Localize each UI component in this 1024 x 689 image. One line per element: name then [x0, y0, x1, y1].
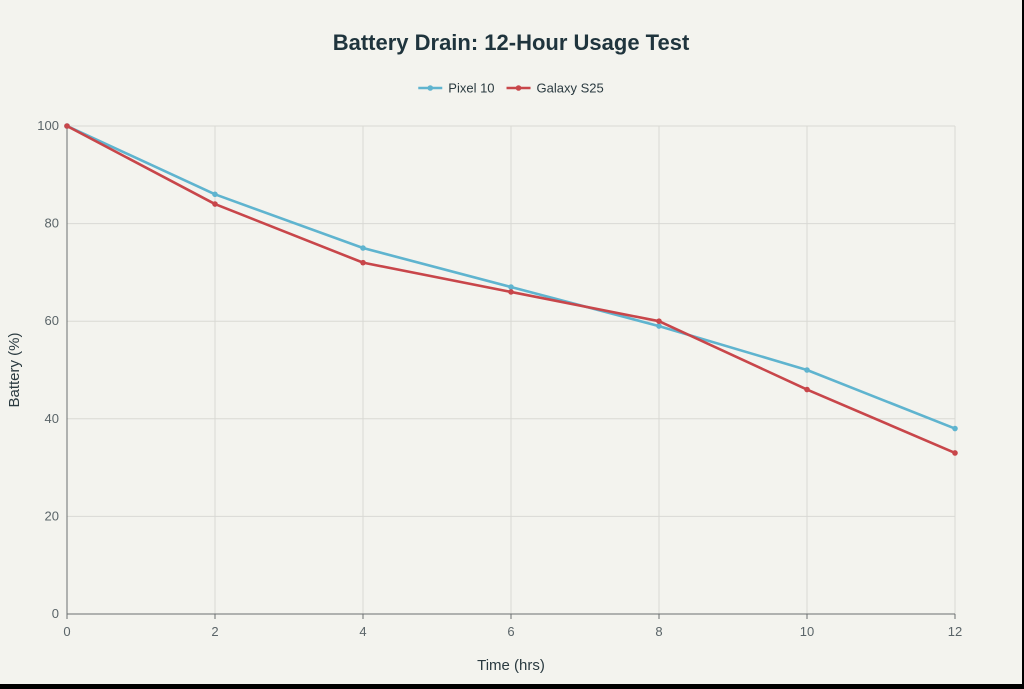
legend-label: Pixel 10	[448, 81, 494, 96]
legend-swatch-point	[427, 85, 434, 91]
data-point	[508, 289, 514, 295]
y-axis-title: Battery (%)	[6, 332, 23, 407]
series-lines	[64, 123, 958, 456]
x-tick-label: 6	[507, 624, 514, 639]
legend-item: Pixel 10	[418, 81, 495, 96]
data-point	[656, 323, 662, 329]
x-tick-label: 8	[655, 624, 662, 639]
y-tick-label: 20	[45, 508, 59, 523]
data-point	[360, 259, 366, 266]
chart-title: Battery Drain: 12-Hour Usage Test	[333, 30, 690, 55]
grid-lines	[67, 125, 956, 614]
y-tick-label: 100	[37, 118, 59, 133]
data-point	[952, 425, 958, 432]
legend-swatch-point	[515, 85, 522, 91]
y-tick-label: 40	[45, 411, 59, 426]
axes	[66, 126, 956, 619]
data-point	[64, 123, 70, 129]
x-tick-label: 10	[800, 624, 814, 639]
data-point	[212, 191, 218, 198]
legend: Pixel 10 Galaxy S25	[418, 81, 604, 96]
x-tick-label: 12	[948, 624, 962, 639]
legend-label: Galaxy S25	[537, 81, 604, 96]
tick-labels: 0 20 40 60 80 100 0 2 4 6 8 10 12	[37, 118, 962, 639]
x-tick-label: 2	[211, 624, 218, 639]
y-tick-label: 0	[52, 606, 59, 621]
x-axis-title: Time (hrs)	[477, 657, 545, 674]
data-point	[212, 201, 218, 207]
legend-item: Galaxy S25	[506, 81, 604, 96]
data-point	[360, 245, 366, 251]
data-point	[508, 284, 514, 290]
data-point	[804, 386, 810, 393]
x-tick-label: 0	[63, 624, 70, 639]
y-tick-label: 60	[45, 313, 59, 328]
y-tick-label: 80	[45, 216, 59, 231]
x-tick-label: 4	[359, 624, 366, 639]
data-point	[952, 450, 958, 456]
data-point	[656, 318, 662, 325]
data-point	[804, 367, 810, 373]
